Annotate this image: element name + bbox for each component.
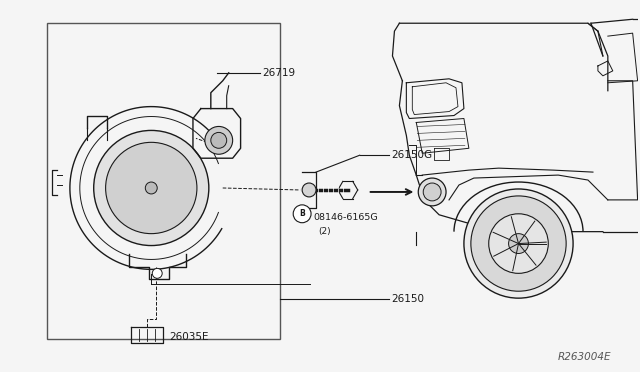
Circle shape (509, 234, 529, 253)
Circle shape (145, 182, 157, 194)
Text: (2): (2) (318, 227, 331, 236)
Circle shape (211, 132, 227, 148)
Circle shape (464, 189, 573, 298)
Text: R263004E: R263004E (558, 352, 612, 362)
Circle shape (152, 268, 162, 278)
Circle shape (293, 205, 311, 223)
Circle shape (93, 131, 209, 246)
Bar (47, 23, 280, 339)
Text: 26150: 26150 (392, 294, 424, 304)
Text: 08146-6165G: 08146-6165G (313, 213, 378, 222)
Circle shape (489, 214, 548, 273)
Circle shape (423, 183, 441, 201)
Circle shape (471, 196, 566, 291)
Text: 26150G: 26150G (392, 150, 433, 160)
Text: 26719: 26719 (262, 68, 296, 78)
Circle shape (205, 126, 233, 154)
Circle shape (419, 178, 446, 206)
Circle shape (302, 183, 316, 197)
Text: B: B (300, 209, 305, 218)
Circle shape (106, 142, 197, 234)
Text: 26035E: 26035E (169, 332, 209, 342)
